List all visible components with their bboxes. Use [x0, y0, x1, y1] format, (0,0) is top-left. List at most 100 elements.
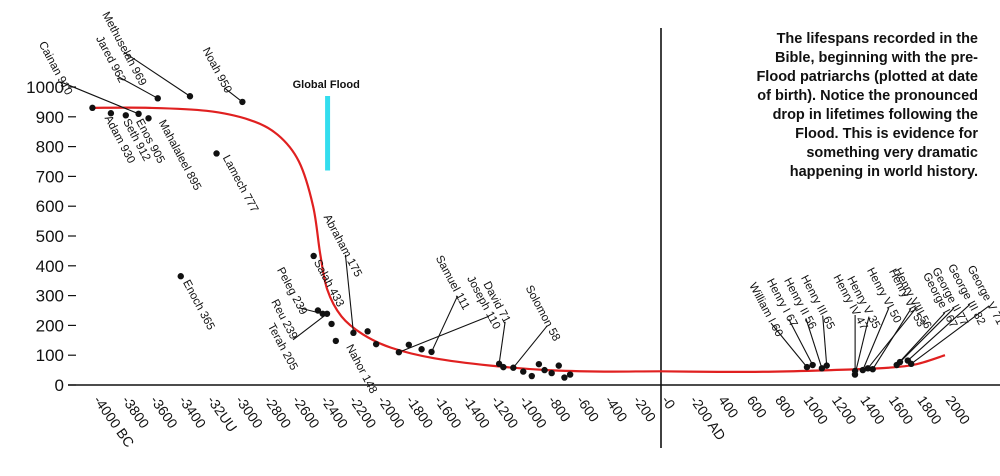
leader-line: [431, 295, 459, 353]
leader-line: [910, 305, 990, 365]
data-point: [186, 93, 194, 100]
data-point: [818, 365, 826, 372]
x-tick-label: 1400: [857, 393, 888, 428]
data-point: [154, 95, 161, 102]
caption-line: Flood. This is evidence for: [795, 126, 978, 142]
y-tick-label: 200: [36, 316, 64, 335]
x-tick-label: 600: [744, 393, 771, 421]
data-point: [310, 252, 317, 260]
data-point: [428, 348, 435, 356]
leader-line: [770, 322, 808, 368]
data-point: [395, 349, 403, 356]
data-point: [896, 358, 904, 366]
x-tick-label: -1200: [488, 393, 522, 432]
caption-line: something very dramatic: [806, 145, 978, 161]
y-tick-label: 300: [36, 287, 64, 306]
data-point: [520, 368, 527, 375]
chart-caption: The lifespans recorded in the Bible, beg…: [678, 30, 978, 182]
x-tick-label: 2000: [943, 393, 974, 428]
data-point: [107, 110, 115, 117]
data-point: [859, 366, 866, 374]
leader-line: [862, 307, 890, 371]
point-label: Salah 433: [311, 258, 346, 309]
y-tick-label: 100: [36, 346, 64, 365]
data-point: [89, 104, 96, 112]
leader-line: [498, 321, 506, 364]
leader-line: [398, 315, 490, 353]
data-point: [908, 360, 915, 368]
point-label: Samuel 111: [433, 254, 472, 312]
data-point: [177, 273, 184, 280]
point-label: Lamech 777: [220, 153, 260, 215]
x-tick-label: 1200: [829, 393, 860, 428]
leader-line: [896, 312, 946, 366]
x-tick-label: -2200: [346, 393, 380, 432]
leader-line: [822, 315, 828, 366]
x-tick-label: -600: [573, 393, 602, 425]
y-tick-label: 1000: [26, 78, 64, 97]
data-point: [566, 371, 574, 378]
x-tick-label: -2000: [375, 393, 409, 432]
x-tick-label: -2800: [261, 393, 295, 432]
x-tick-label: 1600: [886, 393, 917, 428]
leader-line: [805, 318, 823, 369]
data-point: [809, 361, 816, 369]
leader-line: [854, 316, 870, 375]
data-point: [213, 150, 220, 157]
data-point: [803, 363, 811, 371]
data-point: [364, 328, 371, 335]
x-tick-label: -1600: [431, 393, 465, 432]
data-point: [239, 98, 246, 106]
data-point: [561, 374, 568, 381]
x-tick-label: 400: [715, 393, 742, 421]
data-point: [510, 364, 517, 371]
data-point: [405, 341, 413, 348]
caption-line: The lifespans recorded in the: [776, 31, 978, 47]
data-point: [332, 337, 340, 345]
trend-curve: [92, 106, 946, 374]
x-tick-label: -1800: [403, 393, 437, 432]
leader-line: [123, 51, 191, 97]
x-tick-label: 1000: [801, 393, 832, 428]
data-point: [135, 110, 142, 118]
point-label: Enoch 365: [180, 278, 216, 332]
y-tick-label: 700: [36, 167, 64, 186]
x-tick-label: -2400: [318, 393, 352, 432]
caption-line: Bible, beginning with the pre-: [775, 50, 978, 66]
y-tick-label: 800: [36, 138, 64, 157]
data-point: [528, 372, 535, 380]
y-tick-label: 400: [36, 257, 64, 276]
point-label: Noah 950: [200, 46, 234, 96]
data-point: [372, 340, 380, 348]
data-point: [864, 365, 872, 372]
leader-line: [907, 304, 971, 361]
y-tick-label: 500: [36, 227, 64, 246]
data-point: [122, 112, 130, 119]
data-point: [323, 310, 331, 317]
leader-line: [899, 307, 955, 363]
x-tick-label: -3600: [147, 393, 181, 432]
leader-line: [867, 307, 917, 369]
x-tick-label: -2600: [289, 393, 323, 432]
point-label: Solomon 58: [523, 283, 562, 343]
x-tick-label: -400: [602, 393, 631, 425]
y-tick-label: 900: [36, 108, 64, 127]
x-tick-label: -3400: [176, 393, 210, 432]
data-point: [823, 362, 830, 369]
leader-line: [60, 81, 139, 115]
leader-line: [292, 313, 328, 341]
caption-line: of birth). Notice the pronounced: [757, 88, 978, 104]
data-point: [555, 362, 562, 369]
data-point: [350, 329, 357, 337]
leader-line: [788, 318, 814, 366]
caption-line: happening in world history.: [789, 164, 978, 180]
y-tick-label: 600: [36, 197, 64, 216]
data-point: [548, 369, 555, 377]
point-label: Nahor 148: [343, 343, 379, 396]
x-tick-label: 1800: [914, 393, 945, 428]
leader-line: [512, 325, 548, 369]
flood-marker-label: Global Flood: [293, 79, 360, 91]
data-point: [535, 360, 543, 368]
data-point: [328, 320, 335, 328]
x-tick-label: -200: [630, 393, 659, 425]
